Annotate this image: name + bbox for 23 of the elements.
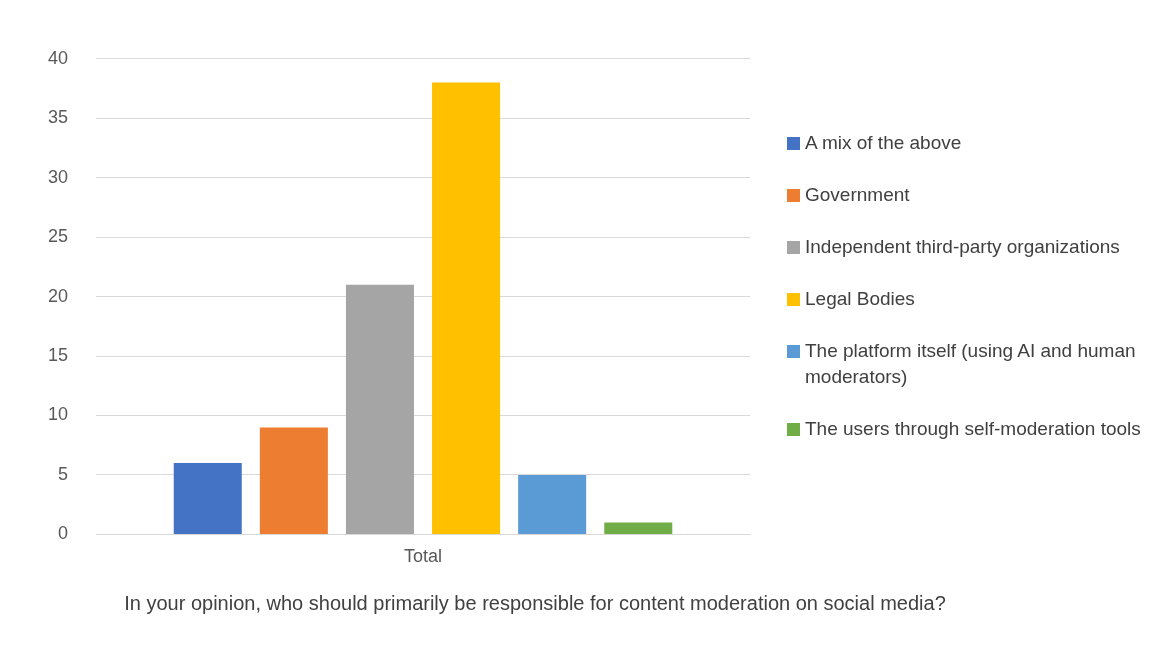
x-tick-label: Total (404, 546, 443, 567)
bar (604, 522, 673, 534)
y-tick-label: 20 (47, 285, 69, 306)
y-tick-label: 40 (47, 47, 69, 68)
y-tick-label: 5 (58, 463, 69, 484)
y-tick-label: 0 (58, 523, 69, 544)
bar (259, 427, 328, 534)
y-tick-label: 30 (47, 166, 69, 187)
legend-label: The platform itself (using AI and human moderators) (805, 339, 1137, 389)
legend-label: Independent third-party organizations (805, 235, 1120, 259)
x-axis-title: In your opinion, who should primarily be responsible for content moderation on social media? (123, 591, 947, 616)
bar (173, 463, 242, 534)
y-tick-label: 35 (47, 107, 69, 128)
legend-label: A mix of the above (805, 131, 962, 155)
legend-label: Government (805, 183, 910, 207)
legend-label: The users through self-moderation tools (805, 417, 1141, 441)
y-tick-label: 15 (47, 345, 69, 366)
bar (432, 82, 501, 534)
bar (345, 284, 414, 534)
legend-label: Legal Bodies (805, 287, 915, 311)
y-tick-label: 10 (47, 404, 69, 425)
bar (518, 474, 587, 534)
y-tick-label: 25 (47, 226, 69, 247)
